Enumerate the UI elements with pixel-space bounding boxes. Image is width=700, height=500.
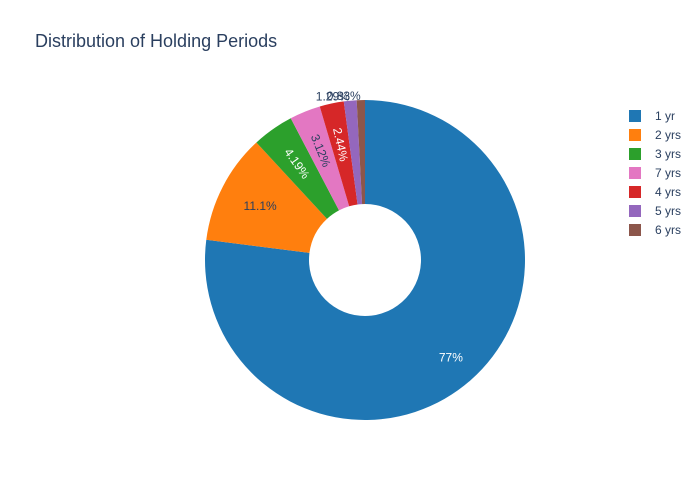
legend-label: 1 yr xyxy=(655,108,676,123)
chart-title: Distribution of Holding Periods xyxy=(35,31,278,51)
slice-label-5-yrs: 1.29% xyxy=(316,90,350,104)
slice-label-2-yrs: 11.1% xyxy=(244,199,277,213)
pie-slice-6-yrs[interactable] xyxy=(356,100,365,205)
slice-label-4-yrs: 2.44% xyxy=(330,126,351,163)
legend-label: 6 yrs xyxy=(655,222,682,237)
legend-item-7-yrs[interactable]: 7 yrs xyxy=(629,163,681,182)
pie-slice-3-yrs[interactable] xyxy=(256,118,340,219)
legend-label: 4 yrs xyxy=(655,184,682,199)
legend-item-4-yrs[interactable]: 4 yrs xyxy=(629,182,681,201)
legend-item-2-yrs[interactable]: 2 yrs xyxy=(629,125,681,144)
legend-swatch xyxy=(629,166,641,179)
legend-swatch xyxy=(629,185,641,198)
legend-label: 3 yrs xyxy=(655,146,682,161)
legend-swatch xyxy=(629,204,641,217)
pie-slice-4-yrs[interactable] xyxy=(319,101,358,207)
slice-label-6-yrs: 0.83% xyxy=(327,89,361,103)
legend-item-5-yrs[interactable]: 5 yrs xyxy=(629,201,681,220)
pie-slice-5-yrs[interactable] xyxy=(343,100,363,205)
legend-swatch xyxy=(629,109,641,122)
legend-swatch xyxy=(629,223,641,236)
legend-label: 7 yrs xyxy=(655,165,682,180)
legend-item-3-yrs[interactable]: 3 yrs xyxy=(629,144,681,163)
slice-label-1-yr: 77% xyxy=(439,351,463,365)
legend-item-1-yr[interactable]: 1 yr xyxy=(629,106,681,125)
pie-slice-2-yrs[interactable] xyxy=(206,142,327,253)
pie-slice-7-yrs[interactable] xyxy=(290,106,350,211)
legend-swatch xyxy=(629,147,641,160)
legend-label: 2 yrs xyxy=(655,127,682,142)
legend: 1 yr 2 yrs 3 yrs 7 yrs 4 yrs 5 yrs 6 yrs xyxy=(629,106,681,239)
pie-slice-1-yr[interactable] xyxy=(204,100,525,420)
legend-swatch xyxy=(629,128,641,141)
legend-item-6-yrs[interactable]: 6 yrs xyxy=(629,220,681,239)
legend-label: 5 yrs xyxy=(655,203,682,218)
